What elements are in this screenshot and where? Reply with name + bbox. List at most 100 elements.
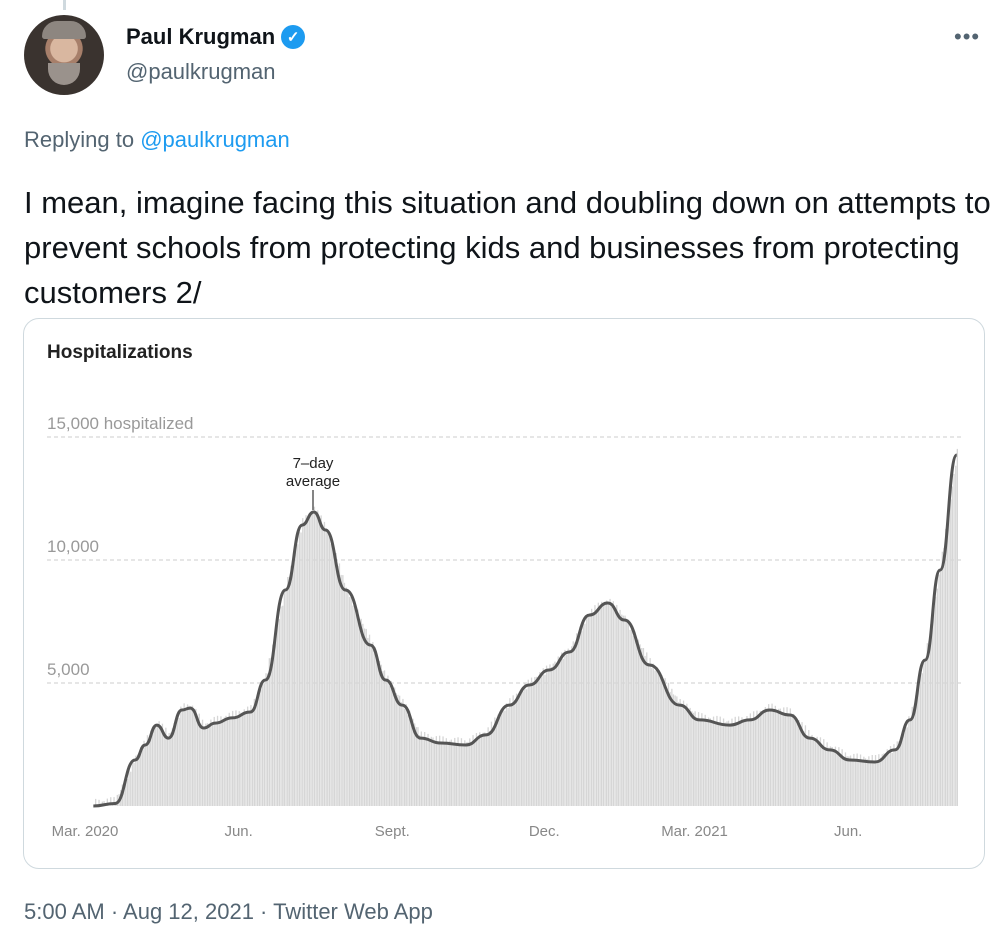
daily-bar [163, 733, 165, 806]
daily-bar [494, 717, 496, 806]
daily-bar [671, 688, 673, 806]
daily-bar [198, 713, 200, 806]
daily-bar [576, 633, 578, 806]
daily-bar [211, 724, 214, 806]
daily-bar [684, 709, 686, 806]
daily-bar [601, 601, 603, 806]
replying-handle-link[interactable]: @paulkrugman [140, 127, 290, 152]
daily-bar [621, 614, 623, 806]
daily-bar [226, 718, 229, 806]
daily-bar [278, 619, 280, 806]
daily-bar [647, 663, 650, 806]
daily-bar [307, 518, 309, 806]
daily-bar [888, 754, 890, 806]
daily-bar [743, 719, 745, 806]
daily-bar [462, 744, 464, 806]
daily-bar [283, 590, 285, 806]
author-handle[interactable]: @paulkrugman [126, 59, 276, 84]
daily-bar [417, 727, 419, 806]
daily-bar [915, 695, 917, 806]
daily-bar [793, 713, 795, 806]
daily-bar [798, 720, 800, 806]
daily-bar [641, 648, 643, 806]
daily-bar [394, 687, 396, 806]
daily-bar [475, 733, 478, 806]
daily-bar [282, 605, 284, 806]
daily-bar [165, 727, 167, 806]
daily-bar [375, 651, 377, 806]
daily-bar [616, 604, 618, 806]
daily-bar [761, 711, 763, 806]
daily-bar [464, 740, 466, 806]
daily-bar [813, 737, 815, 806]
daily-bar [176, 714, 179, 806]
daily-bar [808, 730, 810, 806]
daily-bar [237, 716, 239, 806]
daily-bar [591, 608, 593, 806]
daily-bar [353, 601, 356, 806]
daily-bar [549, 664, 551, 806]
daily-bar [425, 739, 427, 806]
daily-bar [796, 720, 798, 806]
daily-bar [864, 758, 867, 806]
daily-bar [791, 716, 793, 806]
daily-bar [801, 722, 803, 806]
daily-bar [402, 698, 404, 806]
daily-bar [273, 640, 275, 806]
daily-bar [190, 706, 192, 806]
avatar[interactable] [24, 15, 104, 95]
daily-bar [753, 711, 755, 806]
daily-bar [634, 631, 636, 806]
author-name[interactable]: Paul Krugman ✓ [126, 24, 306, 50]
daily-bar [898, 741, 900, 806]
daily-bar [320, 515, 322, 806]
daily-bar [168, 733, 170, 806]
daily-bar [614, 610, 616, 806]
daily-bar [383, 670, 386, 806]
daily-bar [841, 749, 843, 806]
daily-bar [245, 713, 247, 806]
daily-bar [143, 740, 145, 806]
daily-bar [407, 715, 409, 806]
y-tick-label: 5,000 [47, 660, 90, 679]
daily-bar [208, 724, 210, 806]
daily-bar [768, 704, 770, 806]
daily-bar [477, 739, 479, 806]
daily-bar [484, 732, 486, 806]
daily-bar [547, 671, 549, 806]
daily-bar [450, 739, 452, 806]
daily-bar [572, 641, 574, 806]
daily-bar [786, 707, 788, 806]
daily-bar [926, 643, 928, 806]
daily-bar [913, 706, 915, 806]
daily-bar [497, 714, 499, 806]
daily-bar [427, 733, 429, 806]
daily-bar [449, 740, 451, 806]
daily-bar [804, 725, 807, 806]
daily-bar [571, 646, 573, 806]
daily-bar [687, 710, 690, 806]
daily-bar [482, 732, 484, 806]
daily-bar [502, 709, 504, 806]
tweet-image[interactable] [23, 318, 985, 869]
daily-bar [696, 717, 698, 806]
daily-bar [218, 722, 220, 806]
daily-bar [479, 732, 481, 806]
more-horizontal-icon[interactable]: ••• [954, 24, 981, 49]
tweet-timestamp[interactable]: 5:00 AM · Aug 12, 2021 · Twitter Web App [24, 899, 433, 924]
daily-bar [298, 531, 301, 806]
daily-bar [130, 771, 132, 806]
daily-bar [716, 715, 718, 806]
daily-bar [606, 600, 608, 806]
daily-bar [472, 735, 474, 806]
daily-bar [604, 601, 606, 806]
daily-bar [714, 722, 716, 806]
daily-bar [310, 512, 312, 806]
daily-bar [272, 644, 274, 806]
daily-bar [302, 518, 304, 806]
daily-bar [221, 719, 224, 806]
daily-bar [287, 577, 289, 806]
daily-bar [667, 682, 670, 806]
daily-bar [838, 747, 840, 806]
daily-bar [317, 510, 319, 806]
